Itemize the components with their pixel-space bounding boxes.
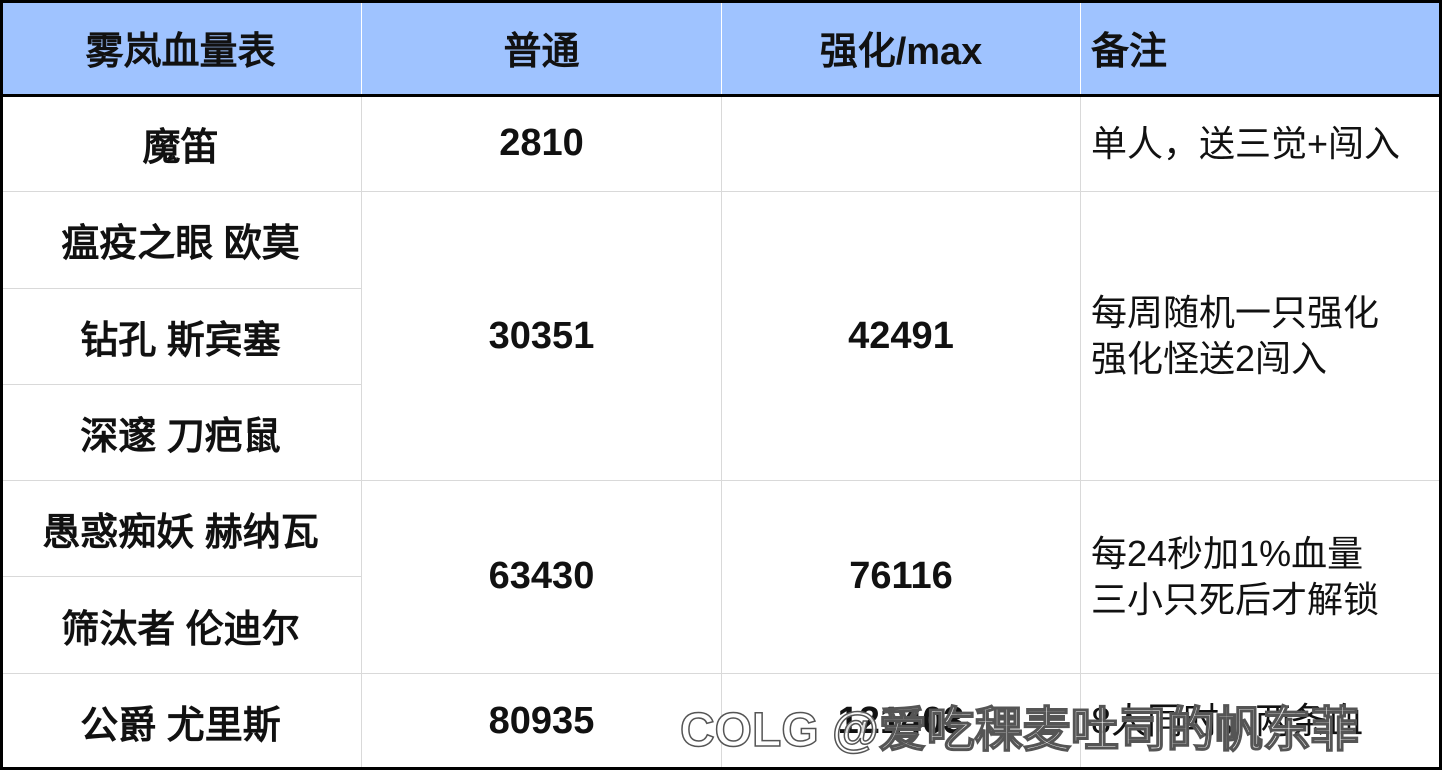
note-line: 三小只死后才解锁 [1091,578,1380,620]
note-line: 强化怪送2闯入 [1091,338,1328,380]
enhanced-hp: 42491 [722,192,1081,482]
note-line: 单人，送三觉+闯入 [1091,122,1401,164]
note: 每周随机一只强化 强化怪送2闯入 [1081,192,1442,482]
boss-name: 愚惑痴妖 赫纳瓦 [0,481,362,578]
enhanced-hp: 121403 [722,673,1081,770]
note-line: 每24秒加1%血量 [1091,532,1364,574]
boss-name: 筛汰者 伦迪尔 [0,577,362,674]
normal-hp: 63430 [362,481,722,674]
boss-name: 公爵 尤里斯 [0,673,362,770]
normal-hp: 80935 [362,673,722,770]
note-line: 8人同时，两条血 [1091,700,1364,742]
header-cell: 强化/max [722,0,1081,96]
boss-name: 魔笛 [0,96,362,193]
note: 单人，送三觉+闯入 [1081,96,1442,193]
normal-hp: 2810 [362,96,722,193]
boss-name: 钻孔 斯宾塞 [0,288,362,385]
note-line: 每周随机一只强化 [1091,292,1380,334]
normal-hp: 30351 [362,192,722,482]
watermark: COLG @爱吃稞麦吐司的帆东菲 [679,703,1359,758]
header-cell: 普通 [362,0,722,96]
boss-name: 深邃 刀疤鼠 [0,384,362,482]
enhanced-hp [722,96,1081,193]
note: 每24秒加1%血量 三小只死后才解锁 [1081,481,1442,674]
header-cell: 备注 [1081,0,1442,96]
enhanced-hp: 76116 [722,481,1081,674]
header-rule [0,94,1442,97]
header-cell: 雾岚血量表 [0,0,362,96]
boss-name: 瘟疫之眼 欧莫 [0,192,362,289]
